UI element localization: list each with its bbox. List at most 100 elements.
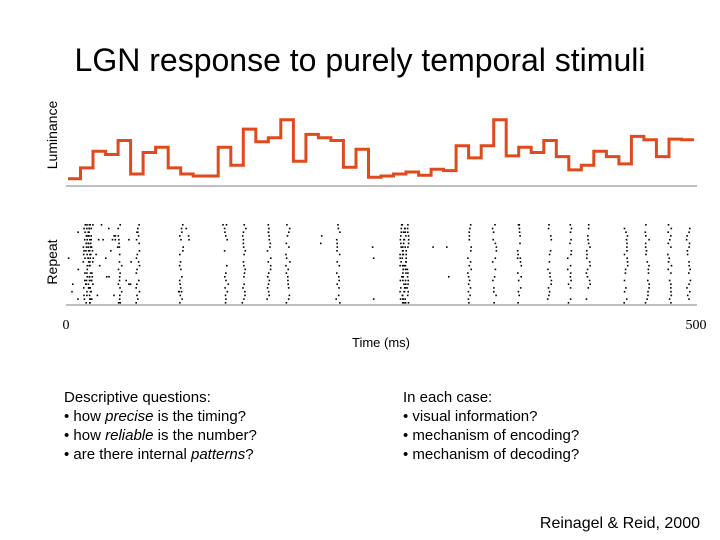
spike-mark (269, 264, 272, 267)
spike-mark (119, 287, 121, 289)
spike-mark (550, 235, 552, 237)
spike-mark (670, 287, 672, 289)
spike-mark (520, 276, 522, 278)
spike-mark (670, 272, 672, 274)
spike-mark (85, 302, 87, 304)
spike-mark (181, 276, 183, 278)
case-list: In each case: • visual information? • me… (403, 388, 579, 464)
spike-mark (136, 283, 138, 285)
spike-mark (667, 253, 669, 256)
spike-mark (467, 276, 470, 278)
spike-mark (90, 253, 92, 256)
spike-mark (88, 235, 90, 237)
spike-mark (243, 224, 245, 226)
spike-mark (338, 276, 340, 278)
spike-mark (686, 294, 689, 297)
spike-mark (88, 294, 91, 297)
spike-mark (566, 268, 569, 271)
spike-mark (135, 287, 137, 289)
spike-mark (569, 224, 572, 226)
luminance-panel: Luminance (44, 101, 697, 187)
spike-mark (82, 253, 85, 256)
spike-mark (407, 302, 410, 304)
spike-mark (669, 238, 671, 241)
spike-mark (288, 246, 290, 248)
spike-mark (548, 224, 550, 226)
spike-mark (402, 276, 404, 278)
spike-mark (138, 224, 140, 226)
spike-mark (689, 279, 692, 282)
spike-mark (491, 227, 494, 230)
spike-mark (117, 268, 120, 271)
spike-mark (83, 238, 86, 241)
spike-mark (587, 242, 590, 245)
spike-mark (92, 283, 94, 285)
spike-mark (288, 227, 291, 230)
spike-mark (266, 250, 269, 252)
spike-mark (518, 227, 521, 230)
spike-mark (137, 235, 140, 237)
spike-mark (405, 257, 407, 259)
spike-mark (400, 246, 402, 248)
spike-mark (113, 235, 115, 237)
spike-mark (400, 231, 403, 233)
spike-mark (407, 235, 410, 237)
time-tick-end: 500 (686, 318, 707, 333)
spike-mark (645, 235, 647, 237)
spike-mark (547, 227, 550, 230)
spike-mark (181, 298, 183, 300)
luminance-axis-label: Luminance (44, 101, 60, 170)
spike-mark (404, 298, 406, 300)
spike-mark (404, 227, 406, 230)
spike-mark (569, 231, 572, 233)
spike-mark (113, 294, 115, 297)
spike-mark (648, 238, 650, 241)
spike-mark (586, 253, 588, 256)
spike-mark (120, 290, 123, 293)
spike-mark (338, 279, 340, 282)
spike-mark (269, 242, 272, 245)
spike-mark (670, 227, 673, 230)
spike-mark (518, 224, 521, 226)
spike-mark (670, 283, 672, 285)
spike-mark (407, 290, 409, 293)
spike-mark (137, 227, 139, 230)
spike-mark (110, 250, 112, 252)
spike-mark (492, 231, 495, 233)
spike-mark (494, 268, 497, 271)
question-item: • are there internal patterns? (64, 446, 254, 463)
spike-mark (549, 272, 551, 274)
spike-mark (223, 227, 226, 230)
spike-mark (87, 257, 89, 259)
spike-mark (569, 242, 571, 245)
spike-mark (626, 261, 629, 263)
spike-mark (493, 302, 495, 304)
spike-mark (118, 242, 120, 245)
spike-mark (188, 238, 190, 241)
spike-mark (289, 261, 291, 263)
spike-mark (287, 276, 289, 278)
spike-mark (83, 298, 86, 300)
spike-mark (91, 261, 94, 263)
spike-mark (626, 235, 629, 237)
spike-mark (125, 279, 127, 282)
spike-mark (225, 279, 227, 282)
spike-mark (401, 257, 404, 259)
spike-mark (470, 250, 472, 252)
spike-mark (546, 298, 549, 300)
spike-mark (667, 268, 669, 271)
spike-mark (648, 283, 650, 285)
spike-mark (241, 235, 244, 237)
spike-mark (689, 227, 691, 230)
spike-mark (667, 224, 670, 226)
spike-mark (404, 283, 407, 285)
spike-mark (469, 224, 472, 226)
spike-mark (118, 276, 121, 278)
spike-mark (91, 250, 94, 252)
spike-mark (138, 279, 140, 282)
spike-mark (401, 264, 404, 267)
spike-mark (244, 268, 246, 271)
spike-mark (117, 302, 120, 304)
spike-mark (105, 257, 107, 259)
spike-mark (128, 238, 130, 241)
